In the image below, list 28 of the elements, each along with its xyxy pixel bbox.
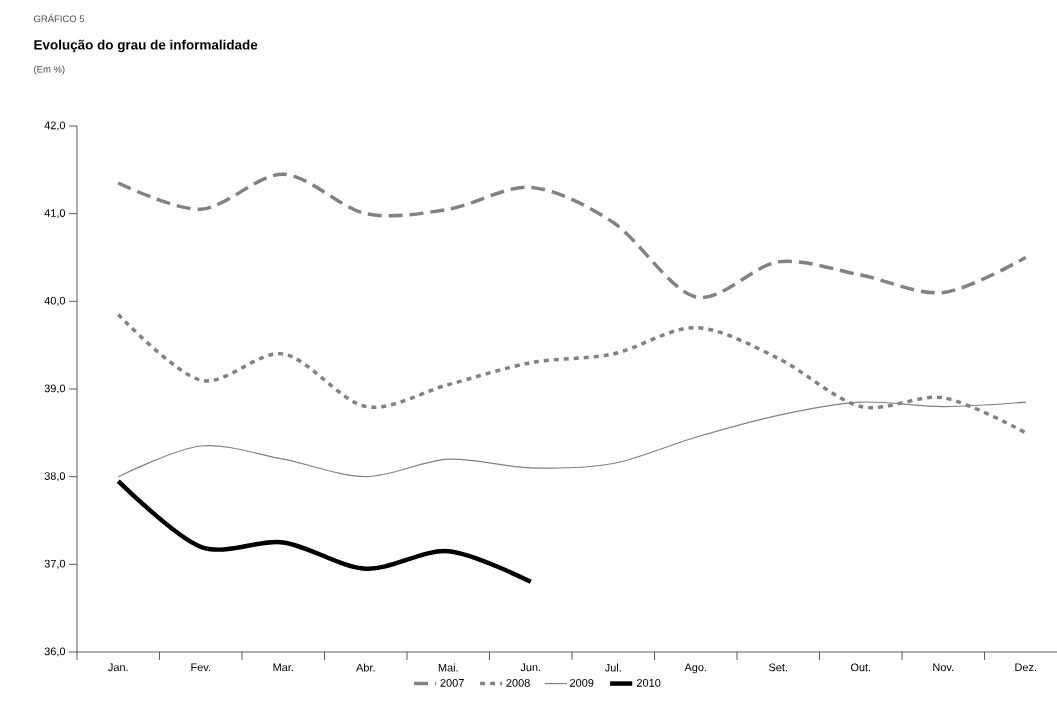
y-tick-label: 41,0 [44,209,66,219]
chart-subtitle: (Em %) [34,65,65,75]
legend-label: 2010 [636,679,661,687]
x-tick-label: Fev. [191,663,211,672]
x-tick-label: Jul. [604,663,621,672]
x-tick-label: Mai. [438,663,458,672]
x-tick-label: Ago. [684,663,707,674]
legend-label: 2007 [440,679,464,687]
x-tick-label: Jun. [520,663,541,672]
y-tick-label: 40,0 [44,296,66,306]
x-tick-label: Out. [850,663,871,672]
x-tick-label: Set. [769,663,788,672]
x-tick-label: Nov. [933,663,954,672]
y-tick-label: 38,0 [44,472,66,482]
y-tick-label: 37,0 [44,559,66,569]
legend-label: 2008 [506,679,530,687]
x-tick-label: Mar. [273,663,293,672]
x-tick-label: Jan. [108,663,128,672]
chart-title: Evolução do grau de informalidade [34,39,258,53]
x-tick-label: Abr. [356,663,375,672]
text: GRÁFICO 5 [34,13,85,23]
y-tick-label: 36,0 [44,647,66,657]
x-tick-label: Dez. [1015,663,1037,672]
line-series [116,478,533,585]
line-series [116,172,1028,300]
legend-label: 2009 [570,679,594,687]
y-tick-label: 39,0 [44,384,66,394]
y-tick-label: 42,0 [44,121,66,131]
